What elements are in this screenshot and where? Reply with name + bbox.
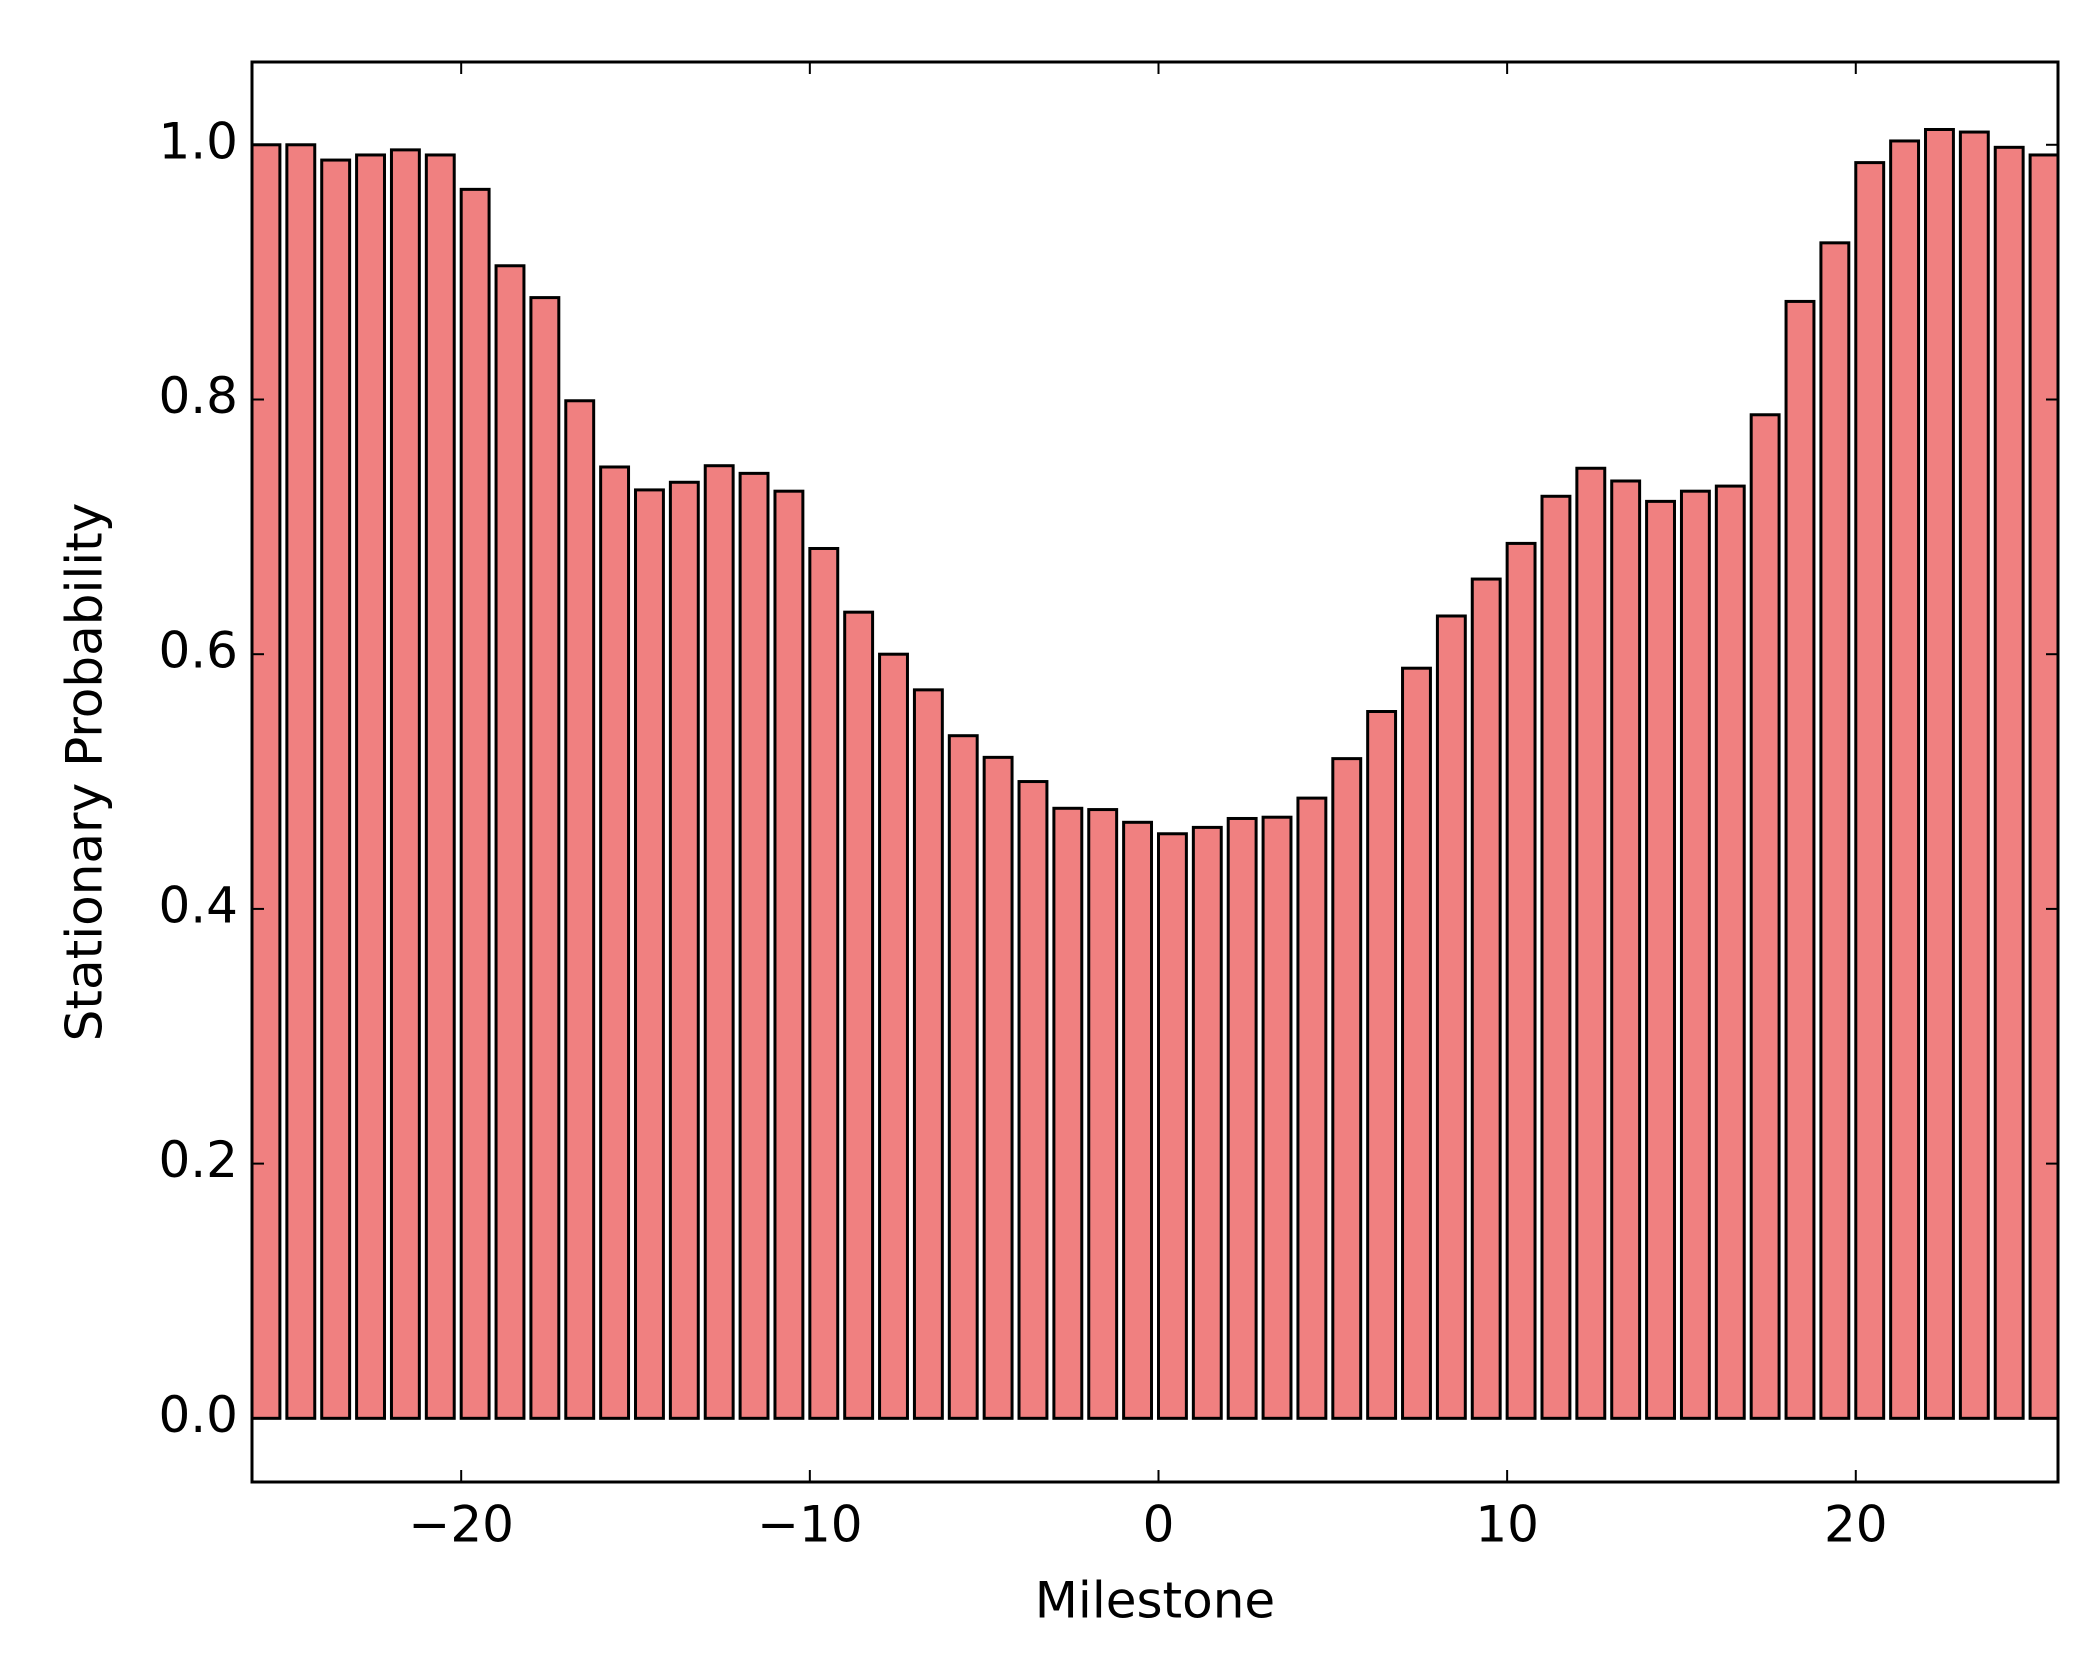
bar xyxy=(389,148,421,1420)
bar xyxy=(1924,127,1955,1420)
y-tick-label: 0.6 xyxy=(158,622,238,680)
bar xyxy=(912,688,944,1420)
bar xyxy=(1610,479,1642,1420)
bar xyxy=(1261,815,1293,1420)
bar xyxy=(1191,825,1223,1420)
bar xyxy=(982,755,1014,1420)
bar xyxy=(738,471,770,1420)
bar xyxy=(1854,161,1886,1420)
bar xyxy=(1645,499,1676,1420)
bar xyxy=(424,153,456,1420)
bar xyxy=(1679,489,1711,1420)
bar xyxy=(1505,541,1537,1420)
bar xyxy=(1366,710,1398,1420)
x-tick-label: −10 xyxy=(757,1496,863,1554)
plot-frame xyxy=(250,60,2060,1484)
bar xyxy=(808,546,840,1420)
bar xyxy=(320,158,352,1420)
bar xyxy=(1575,466,1607,1420)
y-tick-label: 0.8 xyxy=(158,367,238,425)
y-tick-label: 0.4 xyxy=(158,876,238,934)
bar xyxy=(355,153,386,1420)
bar xyxy=(1156,832,1188,1420)
bar xyxy=(773,489,805,1420)
y-tick-label: 0.2 xyxy=(158,1131,238,1189)
bar xyxy=(1401,666,1432,1420)
bar xyxy=(1122,820,1154,1420)
bar xyxy=(1435,614,1467,1420)
bar xyxy=(599,465,631,1420)
bar xyxy=(564,399,596,1420)
bar xyxy=(1714,484,1746,1420)
bar xyxy=(285,143,317,1420)
bar xyxy=(1958,130,1990,1420)
x-tick-label: 0 xyxy=(1143,1496,1175,1554)
x-tick-label: 20 xyxy=(1824,1496,1888,1554)
bar xyxy=(878,652,909,1420)
x-tick-label: −20 xyxy=(408,1496,514,1554)
bar xyxy=(1540,494,1572,1420)
bar xyxy=(1331,757,1363,1420)
bar xyxy=(703,464,735,1420)
bar xyxy=(2028,153,2058,1420)
y-axis-label: Stationary Probability xyxy=(56,503,114,1042)
bar xyxy=(947,734,979,1420)
bar xyxy=(1470,577,1502,1420)
bar xyxy=(1087,808,1119,1420)
bar xyxy=(1296,796,1328,1420)
bar xyxy=(634,488,665,1420)
x-axis-label: Milestone xyxy=(1035,1572,1275,1630)
bar xyxy=(252,143,282,1420)
bar xyxy=(1889,139,1921,1420)
bar xyxy=(1784,299,1816,1420)
bar xyxy=(459,187,491,1420)
bar xyxy=(1226,816,1258,1420)
bar xyxy=(668,480,700,1420)
bar xyxy=(1819,241,1851,1420)
bar xyxy=(1749,413,1781,1420)
bar xyxy=(843,610,875,1420)
bar xyxy=(1052,806,1084,1420)
bar xyxy=(529,296,561,1420)
bar xyxy=(494,264,526,1420)
bar xyxy=(1017,780,1049,1420)
y-tick-label: 0.0 xyxy=(158,1386,238,1444)
x-tick-label: 10 xyxy=(1475,1496,1539,1554)
y-tick-label: 1.0 xyxy=(158,112,238,170)
bar xyxy=(1993,145,2025,1420)
